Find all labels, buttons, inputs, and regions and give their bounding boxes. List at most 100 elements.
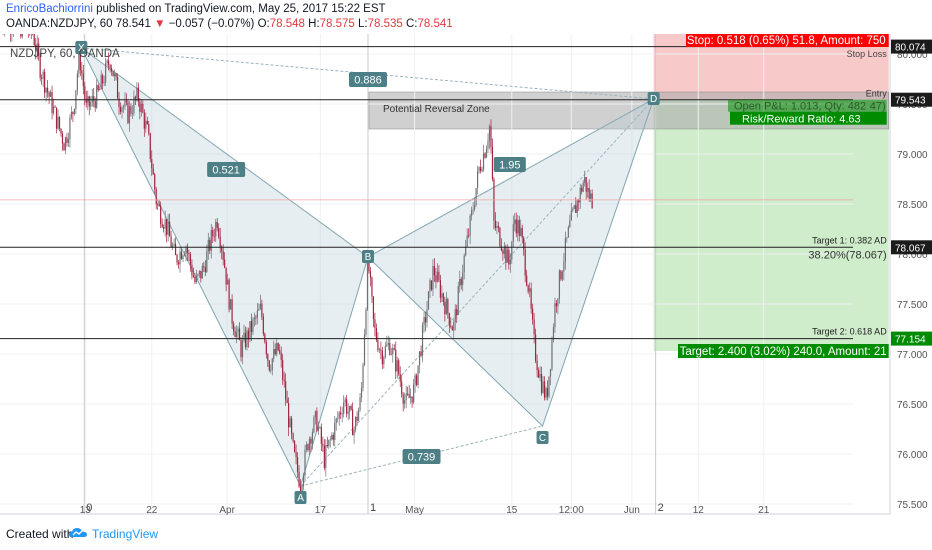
candle-body	[133, 96, 135, 114]
candle-body	[526, 275, 528, 286]
candle-body	[424, 317, 427, 323]
price-marker-bg	[891, 92, 932, 107]
candle-body	[456, 309, 458, 315]
candle-body	[314, 411, 317, 418]
candle-body	[204, 267, 206, 273]
candle-body	[259, 303, 261, 309]
candle-body	[58, 116, 61, 129]
candle-body	[54, 106, 56, 108]
candle-body	[405, 393, 407, 401]
candle-body	[471, 210, 473, 216]
candle-body	[177, 262, 180, 265]
candle-body	[96, 85, 98, 108]
candle-body	[276, 342, 278, 355]
candle-body	[395, 349, 397, 372]
candle-body	[235, 331, 238, 337]
candle-body	[274, 349, 276, 355]
author-link[interactable]: EnricoBachiorrini	[6, 3, 93, 15]
candle-body	[540, 374, 543, 393]
ratio-label-bg	[207, 162, 246, 177]
candle-body	[167, 221, 169, 235]
candle-body	[131, 113, 134, 115]
candle-body	[442, 293, 444, 302]
candle-body	[588, 188, 590, 199]
candle-body	[410, 396, 412, 398]
price-change: −0.057 (−0.07%)	[168, 18, 255, 30]
candle-body	[103, 82, 105, 84]
target-zone	[653, 99, 889, 351]
candle-body	[293, 441, 296, 452]
candle-body	[79, 49, 81, 71]
candle-body	[282, 359, 284, 380]
open-pl-bg	[728, 99, 887, 112]
symbol-interval[interactable]: OANDA:NZDJPY, 60	[6, 18, 113, 30]
candle-body	[511, 241, 513, 260]
candle-body	[585, 177, 587, 192]
candle-body	[357, 409, 360, 421]
low-value: 78.535	[367, 18, 403, 30]
y-tick-label: 77.000	[897, 350, 928, 361]
candle-body	[392, 348, 394, 355]
candle-body	[485, 148, 488, 158]
ad-line	[300, 98, 655, 487]
candle-body	[328, 439, 330, 447]
rr-badge-text: Risk/Reward Ratio: 4.63	[742, 114, 861, 126]
candle-body	[530, 288, 532, 309]
candle-body	[576, 200, 578, 213]
candle-body	[444, 301, 446, 315]
candle-body	[515, 219, 517, 234]
candle-body	[436, 271, 439, 282]
candle-body	[512, 224, 514, 242]
candle-body	[366, 258, 369, 310]
candle-body	[122, 106, 125, 108]
candle-body	[109, 65, 111, 69]
time-axis[interactable]: 13 22 Apr 17 May 15 12:00 Jun 12 21	[0, 505, 890, 516]
candle-body	[201, 265, 203, 279]
target-1-label: Target 1: 0.382 AD	[812, 235, 887, 245]
candle-body	[218, 227, 220, 237]
chart-grid	[0, 34, 853, 514]
price-marker-label: 78.067	[895, 243, 926, 254]
high-value: 78.575	[319, 18, 355, 30]
candle-body	[326, 445, 328, 447]
candle-body	[465, 246, 467, 256]
candle-body	[426, 309, 428, 323]
price-axis[interactable]: 75.500 76.000 76.500 77.000 77.500 78.000 78.5…	[889, 34, 932, 514]
candle-body	[256, 310, 258, 318]
candle-body	[194, 276, 196, 283]
price-marker-bg	[891, 331, 932, 346]
candle-body	[491, 147, 494, 180]
candle-body	[450, 325, 452, 328]
candle-body	[136, 87, 138, 99]
candle-body	[125, 100, 128, 102]
chart-header: EnricoBachiorrini published on TradingVi…	[0, 0, 932, 34]
candle-body	[112, 71, 114, 77]
point-label-A: A	[297, 493, 304, 504]
candle-body	[331, 434, 333, 440]
candle-body	[72, 112, 74, 115]
price-marker-bg	[891, 39, 932, 54]
candle-body	[479, 167, 482, 172]
candle-body	[173, 243, 175, 246]
candle-body	[564, 238, 566, 262]
candle-body	[155, 189, 157, 205]
x-tick-label: 22	[146, 505, 158, 516]
candle-body	[149, 133, 151, 160]
candle-body	[496, 226, 498, 228]
candle-body	[247, 330, 250, 340]
candle-body	[445, 299, 447, 315]
candle-body	[302, 475, 305, 487]
candle-body	[148, 124, 150, 134]
candle-body	[460, 278, 462, 285]
candle-body	[116, 76, 119, 99]
tradingview-brand[interactable]: TradingView	[92, 527, 159, 541]
candle-body	[356, 416, 358, 421]
candle-body	[288, 403, 290, 428]
candle-body	[157, 204, 159, 206]
candle-body	[323, 445, 325, 468]
x-tick-label: 12:00	[559, 505, 584, 516]
candle-body	[81, 70, 83, 74]
candle-body	[581, 187, 583, 192]
candle-body	[423, 317, 425, 326]
